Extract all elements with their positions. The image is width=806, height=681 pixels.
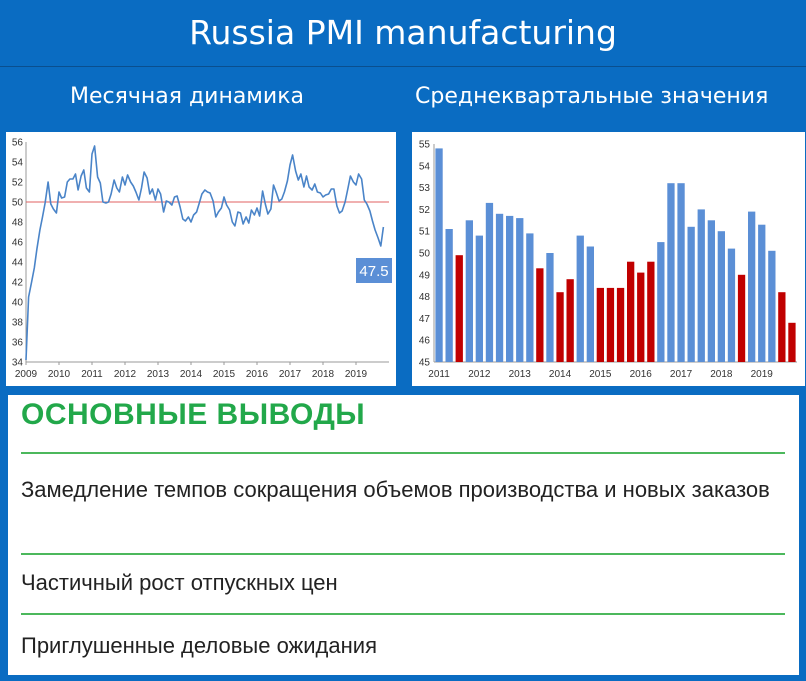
divider [21,452,785,454]
quarterly-subtitle: Среднеквартальные значения [415,84,769,109]
x-tick-label: 2019 [345,369,368,380]
bar [677,183,685,362]
bar [727,248,736,362]
y-tick-label: 45 [419,358,431,369]
y-tick-label: 50 [12,198,24,209]
x-tick-label: 2011 [81,369,103,380]
page-title: Russia PMI manufacturing [0,0,806,67]
y-tick-label: 46 [12,238,24,249]
bar [546,253,554,362]
bar [687,226,695,362]
x-tick-label: 2010 [48,369,71,380]
monthly-subtitle: Месячная динамика [70,84,304,109]
last-value-label: 47.5 [359,263,388,280]
quarterly-bar-chart-svg: 45 46 47 48 49 50 51 52 53 54 55 2011 2012 2013 2014 20… [419,140,797,380]
x-tick-label: 2014 [180,369,203,380]
bar [576,235,584,362]
y-tick-label: 53 [419,183,431,194]
x-tick-label: 2016 [630,369,653,380]
y-tick-label: 48 [12,218,24,229]
bar [667,183,675,362]
y-tick-label: 52 [12,178,24,189]
y-tick-label: 40 [12,298,24,309]
conclusions-panel: ОСНОВНЫЕ ВЫВОДЫ Замедление темпов сокращ… [8,395,799,675]
last-value-label-box [356,258,392,283]
conclusion-item-3: Приглушенные деловые ожидания [21,633,377,658]
x-tick-label: 2012 [468,369,491,380]
x-tick-label: 2009 [15,369,38,380]
y-tick-label: 47 [419,314,431,325]
bar [556,292,564,362]
bar [445,229,453,362]
bar [516,218,524,362]
x-tick-label: 2018 [710,369,733,380]
bar [737,274,746,362]
y-tick-label: 46 [419,336,431,347]
x-tick-label: 2015 [213,369,236,380]
x-tick-label: 2017 [670,369,693,380]
bar [495,213,504,362]
bar [465,220,473,362]
bar [536,268,544,362]
bar [748,211,756,362]
x-tick-label: 2019 [751,369,774,380]
y-tick-label: 51 [419,227,431,238]
y-tick-label: 54 [12,158,24,169]
bar [596,287,604,362]
y-tick-label: 52 [419,205,431,216]
conclusion-item-1: Замедление темпов сокращения объемов про… [21,477,770,502]
bar [485,202,494,362]
conclusion-item-2: Частичный рост отпускных цен [21,570,338,595]
bar [717,231,725,362]
x-tick-label: 2012 [114,369,137,380]
bar [707,220,715,362]
bar [627,261,635,362]
y-tick-label: 55 [419,140,431,151]
bar [637,272,645,362]
bar [778,292,786,362]
x-tick-label: 2013 [509,369,532,380]
bar [586,246,594,362]
y-tick-label: 34 [12,358,24,369]
y-tick-label: 48 [419,292,431,303]
y-tick-label: 54 [419,161,431,172]
bar [435,148,443,362]
bar [758,224,766,362]
x-tick-label: 2017 [279,369,302,380]
y-tick-label: 50 [419,249,431,260]
quarterly-chart: 45 46 47 48 49 50 51 52 53 54 55 2011 2012 2013 2014 20… [412,132,805,386]
y-tick-label: 42 [12,278,24,289]
bar [657,242,665,362]
bar [455,255,463,362]
pmi-series-line [25,145,385,361]
divider [21,553,785,555]
bar [697,209,705,362]
monthly-chart: 34 36 38 40 42 44 46 48 50 52 54 56 2009 2010 2011 2012… [6,132,396,386]
x-tick-label: 2014 [549,369,572,380]
bar [606,287,615,362]
x-tick-label: 2011 [428,369,450,380]
x-tick-label: 2015 [589,369,612,380]
x-tick-label: 2018 [312,369,335,380]
x-tick-label: 2013 [147,369,170,380]
divider [21,613,785,615]
y-tick-label: 36 [12,338,24,349]
y-tick-label: 44 [12,258,24,269]
x-tick-label: 2016 [246,369,269,380]
monthly-line-chart-svg: 34 36 38 40 42 44 46 48 50 52 54 56 2009 2010 2011 2012… [12,138,392,380]
bar [506,215,514,362]
bar [566,279,574,362]
bar [647,261,655,362]
y-tick-label: 56 [12,138,24,149]
y-tick-label: 49 [419,270,431,281]
bar [788,322,796,362]
bar [616,287,625,362]
conclusions-title: ОСНОВНЫЕ ВЫВОДЫ [21,398,366,431]
bar [768,250,776,362]
bar [526,233,534,362]
bar [475,235,483,362]
y-tick-label: 38 [12,318,24,329]
